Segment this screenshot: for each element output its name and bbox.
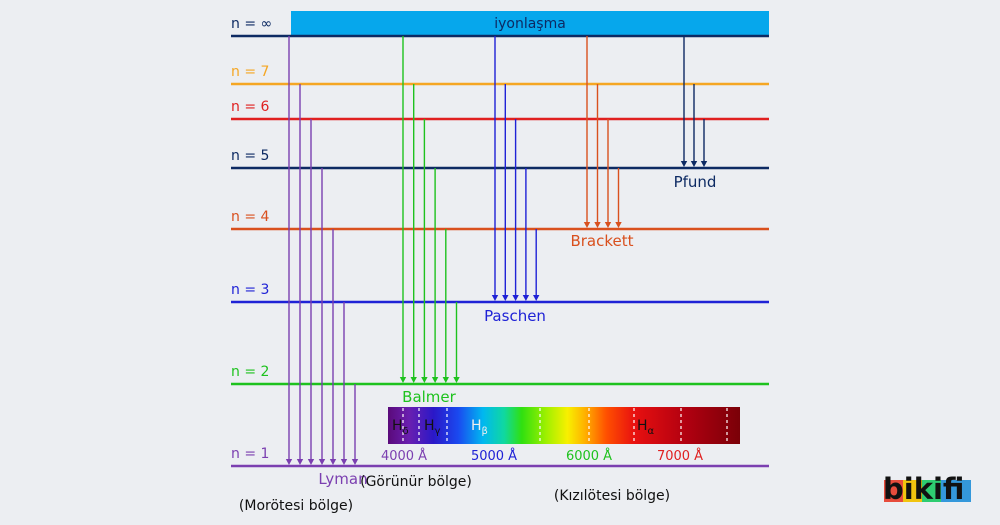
transition-arrow-brackett-6	[604, 119, 612, 228]
transition-arrow-brackett-7	[594, 84, 601, 228]
visible-spectrum: Hδ Hγ Hβ Hα	[388, 407, 740, 444]
ionization-label: iyonlaşma	[494, 16, 566, 32]
region-label-ir: (Kızılötesi bölge)	[554, 488, 670, 504]
energy-level-label-4: n = 4	[231, 209, 270, 225]
transition-arrow-balmer-inf	[399, 36, 407, 383]
transition-arrow-balmer-3	[453, 302, 460, 383]
transition-arrow-lyman-inf	[285, 36, 293, 465]
transition-arrow-pfund-7	[690, 84, 698, 167]
region-label-uv: (Morötesi bölge)	[239, 498, 353, 514]
transition-arrow-balmer-4	[442, 229, 449, 383]
spectrum-label-h-delta: Hδ	[392, 418, 409, 437]
logo-underline-yellow	[903, 480, 922, 502]
transition-arrow-lyman-3	[340, 302, 348, 465]
series-labels: Lyman Balmer Paschen Brackett Pfund	[318, 173, 716, 488]
spectrum-lines: Hδ Hγ Hβ Hα	[392, 418, 655, 437]
energy-level-label-2: n = 2	[231, 364, 269, 380]
bikifi-logo: bikifi	[883, 472, 971, 506]
logo-underline-red	[884, 480, 903, 502]
transition-arrow-balmer-5	[431, 168, 439, 383]
transition-arrow-brackett-5	[615, 168, 622, 228]
transition-arrow-paschen-inf	[491, 36, 499, 301]
energy-level-label-6: n = 6	[231, 99, 270, 115]
transition-arrow-pfund-6	[700, 119, 708, 167]
wavelength-label-3: 6000 Å	[566, 448, 612, 464]
transition-arrow-lyman-4	[329, 229, 337, 465]
transition-arrow-lyman-5	[318, 168, 326, 465]
series-label-brackett: Brackett	[570, 232, 633, 250]
transition-arrow-paschen-4	[533, 229, 540, 301]
transition-arrow-balmer-7	[410, 84, 417, 383]
transition-arrow-balmer-6	[421, 119, 428, 383]
transitions	[285, 36, 708, 465]
logo-text: bikifi	[883, 472, 964, 506]
series-label-paschen: Paschen	[484, 307, 546, 325]
transition-arrow-paschen-6	[512, 119, 519, 301]
energy-level-label-5: n = 5	[231, 148, 269, 164]
transition-arrow-paschen-7	[502, 84, 509, 301]
spectrum-label-h-gamma: Hγ	[424, 418, 441, 437]
spectrum-band	[388, 407, 740, 444]
logo-underline-green	[922, 480, 941, 502]
series-label-pfund: Pfund	[674, 173, 717, 191]
spectrum-label-h-beta: Hβ	[471, 418, 488, 437]
wavelength-label-1: 4000 Å	[381, 448, 427, 464]
transition-arrow-pfund-inf	[680, 36, 688, 167]
region-label-visible: (Görünür bölge)	[360, 474, 472, 490]
transition-arrow-brackett-inf	[583, 36, 591, 228]
wavelength-labels: 4000 Å 5000 Å 6000 Å 7000 Å	[381, 448, 703, 464]
transition-arrow-lyman-6	[307, 119, 315, 465]
energy-levels: n = ∞ n = 7 n = 6 n = 5 n = 4 n = 3 n = 2 n = 1	[231, 16, 769, 468]
transition-arrow-lyman-7	[296, 84, 304, 465]
wavelength-label-2: 5000 Å	[471, 448, 517, 464]
series-label-balmer: Balmer	[402, 388, 456, 406]
energy-level-label-3: n = 3	[231, 282, 269, 298]
wavelength-label-4: 7000 Å	[657, 448, 703, 464]
energy-level-label-inf: n = ∞	[231, 16, 272, 32]
series-label-lyman: Lyman	[318, 470, 367, 488]
spectrum-label-h-alpha: Hα	[637, 418, 655, 437]
energy-level-label-7: n = 7	[231, 64, 269, 80]
transition-arrow-lyman-2	[351, 384, 359, 465]
transition-arrow-paschen-5	[522, 168, 530, 301]
ionization-bar	[291, 11, 769, 35]
energy-level-label-1: n = 1	[231, 446, 269, 462]
logo-underline-blue	[941, 480, 971, 502]
